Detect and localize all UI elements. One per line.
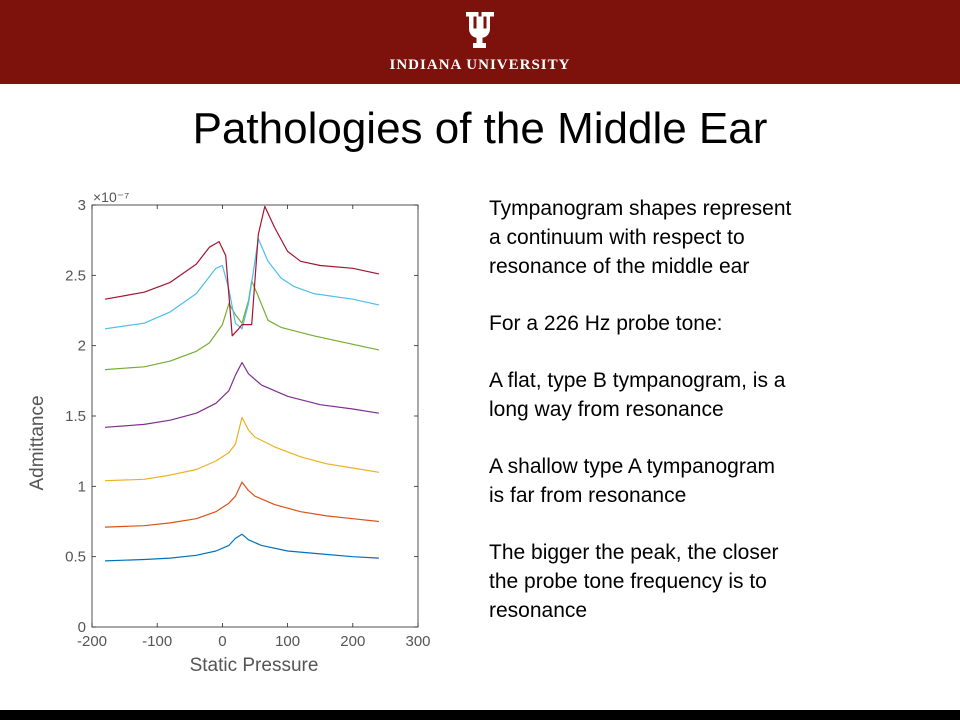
- header-banner: INDIANA UNIVERSITY: [0, 0, 960, 84]
- x-tick-label: 100: [275, 633, 300, 650]
- y-tick-label: 2.5: [65, 267, 86, 284]
- x-tick-label: 300: [405, 633, 430, 650]
- series-line-2: [104, 481, 379, 528]
- y-tick-label: 1: [78, 478, 86, 495]
- y-exponent-label: ×10⁻⁷: [93, 189, 129, 205]
- y-tick-label: 2: [78, 338, 86, 355]
- y-tick-label: 0.5: [65, 549, 86, 566]
- logo-text: INDIANA UNIVERSITY: [389, 57, 571, 73]
- iu-trident-logo: [466, 12, 494, 48]
- tympanogram-chart: -200 -100 0 100 200 300 0 0.5 1 1.5 2 2.5 3 ×10⁻⁷ St…: [27, 189, 431, 676]
- bottom-bar: [0, 710, 960, 720]
- y-tick-label: 0: [78, 619, 86, 636]
- series-line-4: [104, 361, 379, 428]
- chart-axes: [91, 204, 419, 628]
- x-tick-label: 200: [340, 633, 365, 650]
- chart-tick-labels: -200 -100 0 100 200 300 0 0.5 1 1.5 2 2.5 3: [65, 197, 430, 650]
- y-tick-label: 1.5: [65, 408, 86, 425]
- series-line-7: [104, 205, 380, 337]
- x-tick-label: -200: [77, 633, 107, 650]
- y-axis-label: Admittance: [27, 395, 48, 490]
- series-line-1: [104, 533, 379, 562]
- body-paragraph: Tympanogram shapes represent a continuum…: [489, 197, 792, 278]
- x-tick-label: 0: [218, 633, 226, 650]
- y-tick-label: 3: [78, 197, 86, 214]
- slide-title: Pathologies of the Middle Ear: [192, 104, 768, 153]
- series-line-3: [104, 416, 379, 482]
- body-paragraph: A shallow type A tympanogram is far from…: [489, 455, 775, 507]
- x-tick-label: -100: [142, 633, 172, 650]
- body-paragraph: A flat, type B tympanogram, is a long wa…: [489, 369, 786, 421]
- plot-frame: [91, 204, 419, 628]
- x-axis-label: Static Pressure: [190, 655, 319, 676]
- slide-body-text: Tympanogram shapes represent a continuum…: [489, 194, 919, 653]
- body-paragraph: The bigger the peak, the closer the prob…: [489, 541, 779, 622]
- series-line-6: [104, 238, 380, 330]
- body-paragraph: For a 226 Hz probe tone:: [489, 312, 723, 335]
- series-line-5: [104, 280, 380, 371]
- chart-series: [104, 205, 380, 562]
